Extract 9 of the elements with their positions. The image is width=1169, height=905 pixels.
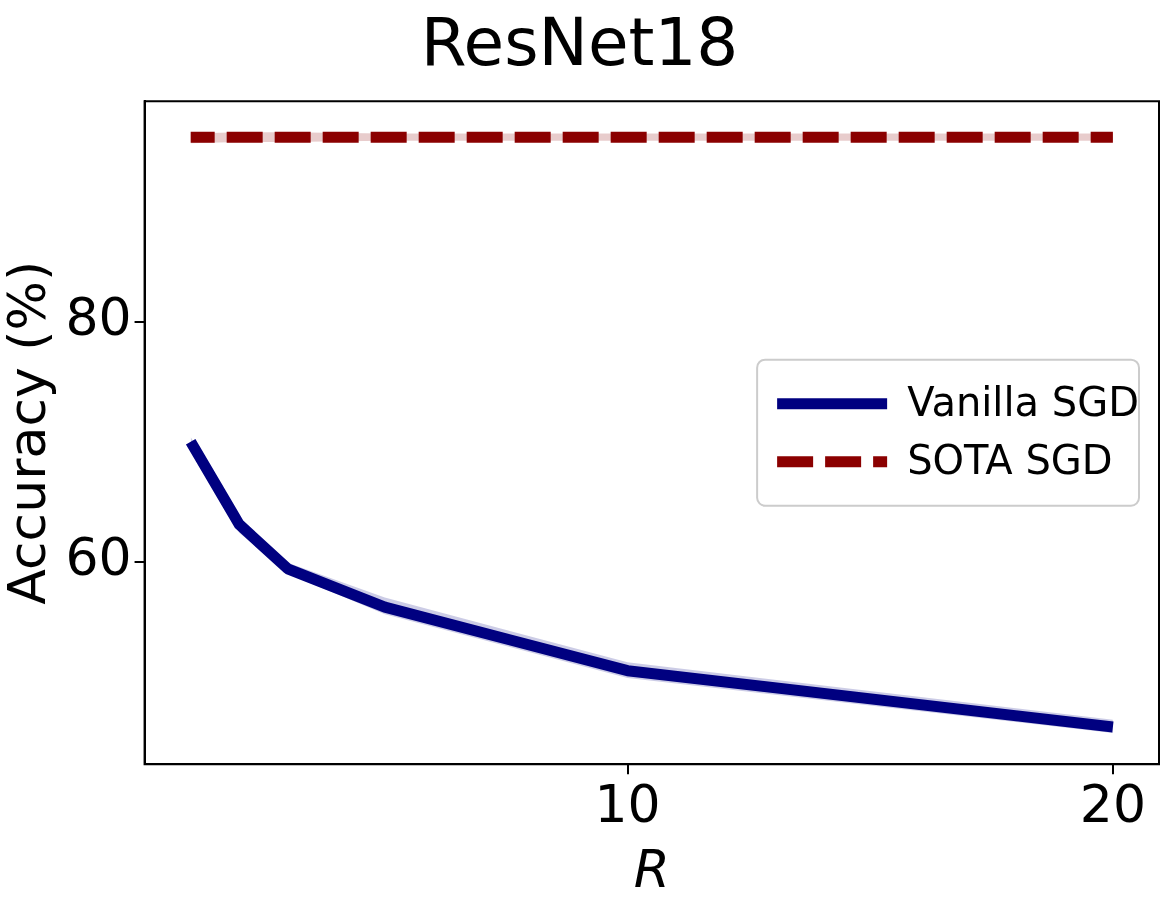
chart-title: ResNet18 xyxy=(420,3,739,81)
x-tick-label: 20 xyxy=(1079,773,1146,834)
y-tick-label: 60 xyxy=(65,527,132,588)
legend-label: Vanilla SGD xyxy=(907,379,1139,426)
x-axis-title: R xyxy=(633,839,670,900)
x-tick-label: 10 xyxy=(594,773,661,834)
y-axis-title: Accuracy (%) xyxy=(0,260,57,605)
y-tick-label: 80 xyxy=(65,287,132,348)
legend-label: SOTA SGD xyxy=(907,437,1113,484)
